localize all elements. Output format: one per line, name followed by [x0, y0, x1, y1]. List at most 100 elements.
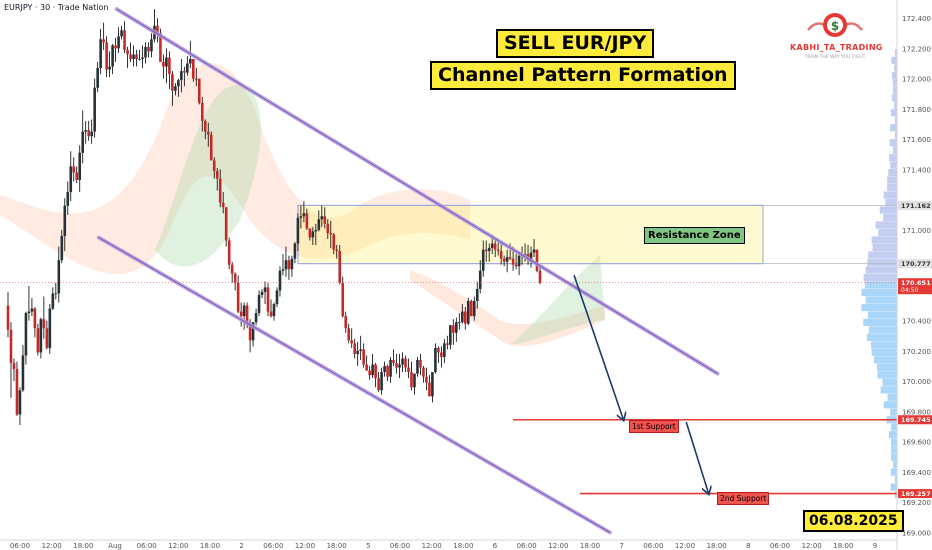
candle	[431, 372, 434, 403]
candle	[200, 96, 204, 132]
candle-body	[257, 294, 261, 314]
candle-body	[478, 270, 482, 289]
candle	[472, 296, 476, 321]
cloud-bullish	[155, 85, 261, 267]
candle	[323, 207, 327, 229]
candle-body	[177, 80, 180, 87]
candle-body	[45, 328, 49, 348]
candle-body	[350, 340, 354, 344]
candle-body	[401, 358, 404, 365]
candle	[407, 358, 410, 379]
candle-body	[159, 33, 162, 63]
volume-profile-bar	[883, 191, 897, 199]
candle	[135, 49, 138, 67]
candle	[311, 226, 315, 246]
x-tick-label: 9	[873, 542, 877, 550]
candle-body	[30, 308, 34, 312]
candle-body	[54, 293, 58, 295]
candle-body	[484, 249, 488, 252]
y-axis-ticks: 172.400 172.200 172.000 171.800 171.600 171.4…	[902, 15, 931, 537]
candle-body	[344, 316, 348, 329]
price-tag-bg	[898, 489, 932, 499]
candle	[111, 43, 114, 75]
volume-profile-bar	[865, 266, 897, 274]
candle	[102, 22, 105, 50]
chart-title: SELL EUR/JPY	[496, 29, 655, 58]
candle	[212, 157, 216, 179]
candle-body	[386, 366, 389, 377]
candle	[180, 58, 183, 93]
candle	[45, 320, 49, 350]
volume-profile-bar	[889, 139, 897, 147]
candle-body	[443, 343, 446, 357]
price-tag-value: 170.777	[901, 260, 931, 268]
candle	[329, 220, 333, 249]
candle	[463, 307, 467, 330]
candle	[272, 302, 276, 321]
channel	[96, 7, 720, 535]
x-tick-label: 12:00	[548, 542, 568, 550]
volume-profile-bar	[887, 176, 897, 184]
candle-body	[359, 349, 362, 351]
candle	[460, 304, 464, 324]
candle	[452, 319, 455, 345]
candle	[21, 344, 25, 392]
candle	[230, 261, 234, 283]
price-tag-bg	[898, 278, 932, 295]
candle-body	[63, 205, 67, 236]
candle	[99, 28, 102, 75]
candle-body	[458, 322, 461, 323]
candle-body	[440, 352, 443, 357]
volume-profile-bar	[894, 476, 897, 484]
volume-profile-bar	[875, 221, 897, 229]
candle-body	[511, 258, 515, 265]
candle-body	[428, 382, 431, 397]
candle-body	[535, 249, 539, 271]
candle	[227, 237, 231, 270]
price-tag-value: 171.162	[901, 202, 931, 210]
candle	[90, 119, 93, 144]
candle-body	[347, 328, 351, 341]
candle	[305, 208, 309, 230]
volume-profile-bar	[866, 333, 897, 341]
candle	[75, 166, 79, 184]
price-tag-bg	[898, 415, 932, 425]
price-tag-countdown: 04:50	[901, 287, 918, 294]
x-tick-label: 12:00	[802, 542, 822, 550]
candle-body	[206, 131, 210, 135]
candle-body	[446, 343, 449, 345]
candle-body	[105, 42, 108, 70]
candle	[440, 346, 443, 368]
y-tick-label: 172.200	[902, 45, 931, 53]
candle	[168, 51, 171, 90]
volume-profile-bar	[863, 273, 897, 282]
volume-profile-bar	[871, 341, 897, 349]
candle-body	[353, 343, 356, 354]
volume-profile-bar	[890, 468, 897, 476]
candle-body	[517, 255, 521, 267]
x-tick-label: 18:00	[833, 542, 853, 550]
candle-body	[422, 367, 425, 377]
support-1-label: 1st Support	[629, 420, 679, 433]
volume-profile-bar	[890, 124, 897, 132]
volume-profile-bar	[882, 378, 897, 386]
volume-profile-bar	[867, 311, 897, 319]
brand-name: KABHI_TA_TRADING	[790, 43, 883, 52]
x-tick-label: 06:00	[517, 542, 537, 550]
candle-body	[410, 372, 413, 388]
candle-body	[326, 223, 330, 233]
candle-body	[156, 25, 159, 34]
candle	[380, 367, 383, 395]
candle-body	[463, 311, 467, 324]
y-tick-label: 171.400	[902, 166, 931, 174]
candle	[532, 238, 536, 258]
candle-body	[490, 243, 494, 249]
candle-body	[48, 308, 52, 348]
candle	[177, 78, 180, 97]
candle	[505, 249, 509, 273]
candle	[206, 122, 210, 147]
candle-body	[266, 287, 270, 312]
candle-body	[472, 301, 476, 317]
candle	[15, 361, 19, 416]
